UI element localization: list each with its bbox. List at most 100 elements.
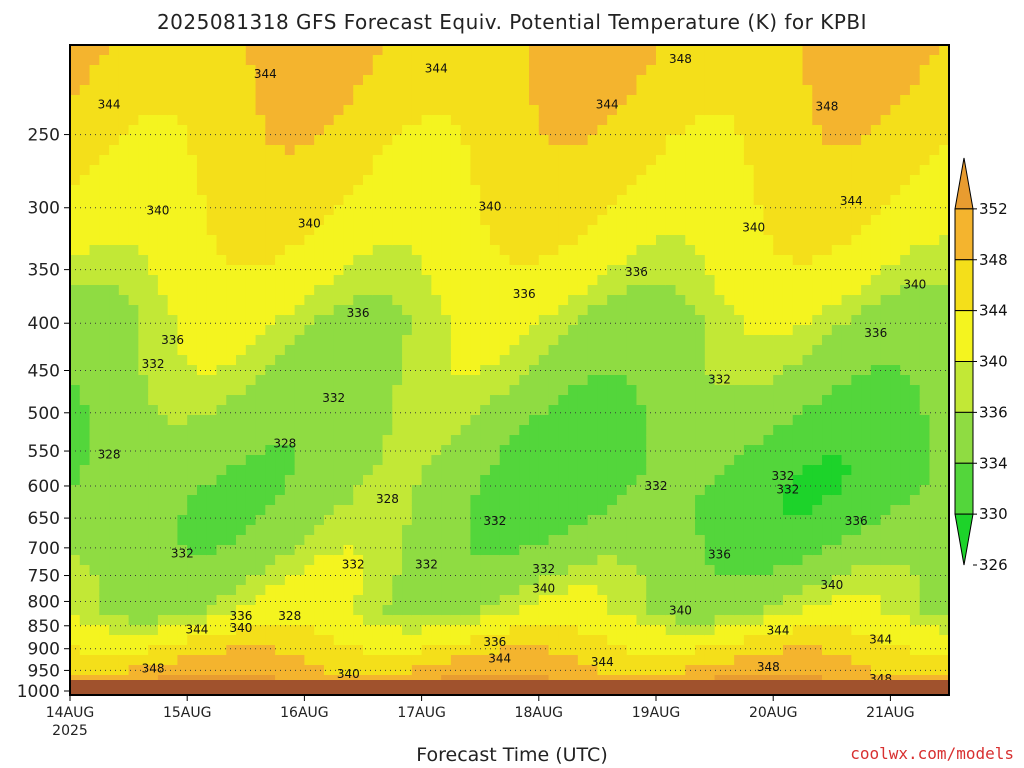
- field-cell: [480, 535, 491, 546]
- field-cell: [304, 225, 315, 236]
- field-cell: [353, 395, 364, 406]
- field-cell: [724, 345, 735, 356]
- field-cell: [441, 105, 452, 116]
- field-cell: [695, 195, 706, 206]
- field-cell: [323, 405, 335, 416]
- field-cell: [665, 195, 677, 206]
- field-cell: [70, 235, 81, 246]
- field-cell: [519, 375, 530, 386]
- field-cell: [607, 115, 618, 126]
- field-cell: [118, 605, 130, 616]
- field-cell: [343, 355, 354, 366]
- field-cell: [489, 125, 501, 136]
- field-cell: [402, 525, 413, 536]
- field-cell: [226, 665, 237, 676]
- field-cell: [558, 365, 569, 376]
- field-cell: [743, 55, 755, 66]
- field-cell: [323, 275, 335, 286]
- field-cell: [607, 625, 618, 636]
- field-cell: [89, 335, 100, 346]
- field-cell: [109, 475, 120, 486]
- field-cell: [489, 445, 501, 456]
- field-cell: [773, 585, 784, 596]
- field-cell: [685, 285, 696, 296]
- field-cell: [509, 245, 520, 256]
- field-cell: [597, 345, 608, 356]
- field-cell: [167, 225, 179, 236]
- field-cell: [255, 525, 266, 536]
- field-cell: [489, 75, 501, 86]
- field-cell: [646, 545, 657, 556]
- field-cell: [157, 125, 169, 136]
- field-cell: [616, 85, 628, 96]
- field-cell: [255, 55, 266, 66]
- field-cell: [587, 305, 598, 316]
- field-cell: [372, 165, 384, 176]
- field-cell: [70, 495, 81, 506]
- field-cell: [314, 115, 325, 126]
- field-cell: [509, 315, 520, 326]
- field-cell: [480, 315, 491, 326]
- field-cell: [519, 455, 530, 466]
- field-cell: [236, 595, 247, 606]
- field-cell: [704, 625, 716, 636]
- field-cell: [70, 135, 81, 146]
- field-cell: [402, 255, 413, 266]
- field-cell: [431, 425, 442, 436]
- field-cell: [489, 45, 501, 56]
- field-cell: [489, 55, 501, 66]
- field-cell: [538, 345, 550, 356]
- field-cell: [470, 455, 481, 466]
- field-cell: [323, 375, 335, 386]
- field-cell: [773, 105, 784, 116]
- field-cell: [402, 245, 413, 256]
- field-cell: [558, 445, 569, 456]
- field-cell: [353, 265, 364, 276]
- field-cell: [509, 425, 520, 436]
- field-cell: [568, 485, 579, 496]
- field-cell: [333, 275, 345, 286]
- field-cell: [597, 175, 608, 186]
- field-cell: [519, 655, 530, 666]
- field-cell: [284, 225, 296, 236]
- field-cell: [138, 315, 149, 326]
- field-cell: [802, 555, 813, 566]
- field-cell: [460, 75, 472, 86]
- field-cell: [431, 105, 442, 116]
- field-cell: [607, 385, 618, 396]
- field-cell: [402, 135, 413, 146]
- field-cell: [294, 175, 305, 186]
- field-cell: [118, 395, 130, 406]
- field-cell: [450, 255, 462, 266]
- field-cell: [519, 235, 530, 246]
- field-cell: [480, 575, 491, 586]
- field-cell: [206, 305, 218, 316]
- field-cell: [196, 295, 208, 306]
- field-cell: [343, 625, 354, 636]
- field-cell: [470, 555, 481, 566]
- field-cell: [441, 455, 452, 466]
- field-cell: [607, 245, 618, 256]
- field-cell: [138, 505, 149, 516]
- field-cell: [802, 475, 813, 486]
- field-cell: [284, 65, 296, 76]
- field-cell: [743, 285, 755, 296]
- field-cell: [773, 215, 784, 226]
- field-cell: [529, 125, 540, 136]
- field-cell: [704, 475, 716, 486]
- field-cell: [773, 275, 784, 286]
- field-cell: [441, 55, 452, 66]
- field-cell: [79, 485, 91, 496]
- field-cell: [558, 605, 569, 616]
- field-cell: [646, 375, 657, 386]
- field-cell: [265, 125, 276, 136]
- field-cell: [148, 155, 159, 166]
- field-cell: [138, 345, 149, 356]
- field-cell: [333, 205, 345, 216]
- field-cell: [411, 655, 423, 666]
- field-cell: [236, 325, 247, 336]
- field-cell: [558, 135, 569, 146]
- field-cell: [665, 455, 677, 466]
- field-cell: [685, 455, 696, 466]
- field-cell: [529, 245, 540, 256]
